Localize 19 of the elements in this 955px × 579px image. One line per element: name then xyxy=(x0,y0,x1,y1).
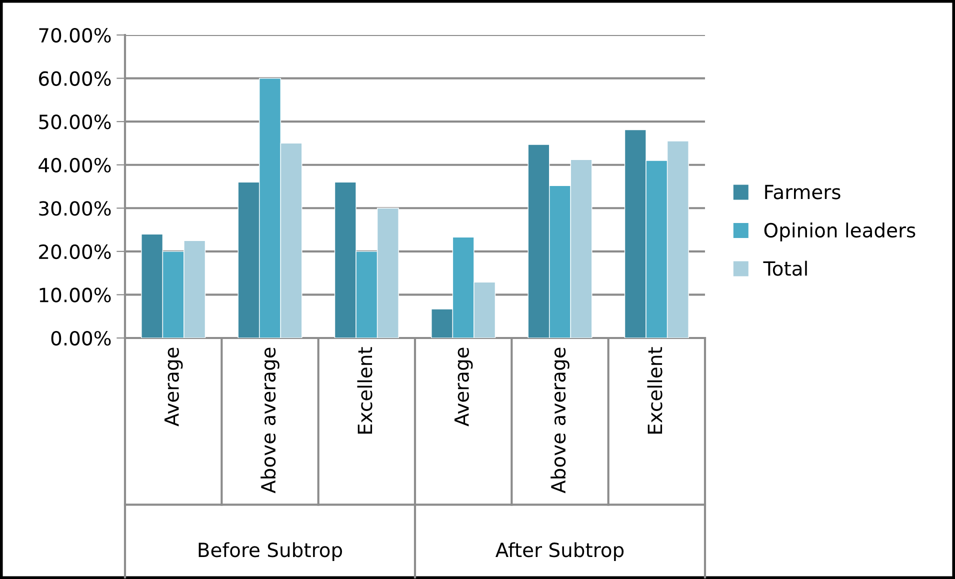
y-tick-label: 0.00% xyxy=(51,330,111,346)
text: Before Subtrop xyxy=(198,542,342,562)
y-tick-label: 10.00% xyxy=(40,288,111,302)
x-tick-label: Excellent xyxy=(357,347,372,434)
y-tick-label: 40.00% xyxy=(38,158,111,173)
legend-label: Farmers xyxy=(765,184,840,200)
legend-label: Opinion leaders xyxy=(764,222,916,242)
legend-label: Total xyxy=(763,260,807,276)
y-tick-label: 50.00% xyxy=(39,114,111,130)
text: After Subtrop xyxy=(496,542,624,562)
y-tick-label: 30.00% xyxy=(39,201,111,216)
y-tick-label: 70.00% xyxy=(39,28,111,43)
y-tick-label: 60.00% xyxy=(39,71,111,86)
x-tick-label: Above average xyxy=(260,348,280,494)
x-tick-label: Above average xyxy=(550,348,570,494)
x-tick-label: Average xyxy=(164,348,183,426)
y-tick-label: 20.00% xyxy=(39,244,111,260)
x-tick-label: Excellent xyxy=(647,347,662,434)
x-tick-label: Average xyxy=(454,348,473,426)
